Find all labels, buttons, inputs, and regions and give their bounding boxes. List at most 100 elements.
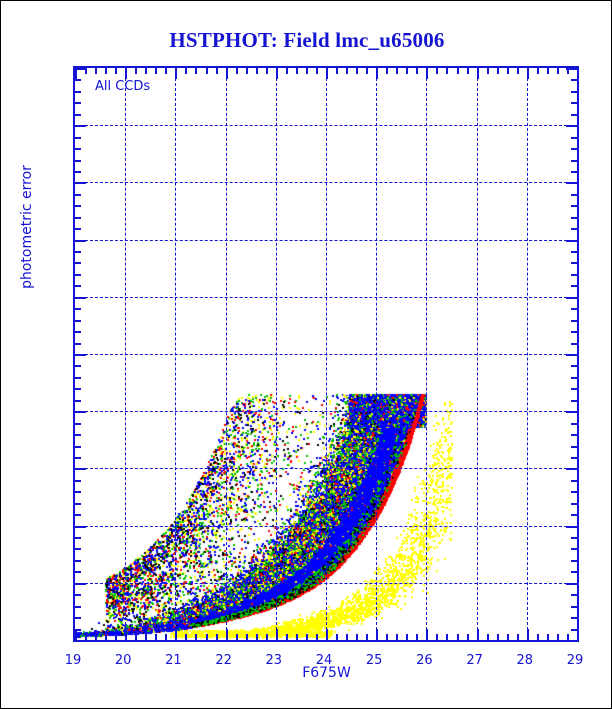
y-tick-minor [571,491,577,494]
y-tick-minor [571,514,577,517]
plot-area [75,68,579,642]
y-tick-major [566,411,577,414]
x-tick-minor [185,634,188,640]
y-tick-minor [75,342,81,345]
y-tick-minor [571,594,577,597]
y-tick-minor [571,193,577,196]
y-tick-minor [571,479,577,482]
x-tick-minor [346,634,349,640]
y-tick-minor [75,79,81,82]
x-tick-minor [506,68,509,74]
x-tick-minor [556,634,559,640]
x-tick-minor [245,634,248,640]
y-tick-major [75,525,86,528]
x-tick-minor [346,68,349,74]
x-tick-minor [366,634,369,640]
x-tick-minor [165,634,168,640]
x-tick-minor [185,68,188,74]
y-tick-minor [571,262,577,265]
y-tick-minor [571,445,577,448]
x-tick-minor [155,634,158,640]
y-tick-minor [571,308,577,311]
x-tick-minor [366,68,369,74]
y-tick-minor [571,342,577,345]
x-tick-minor [536,634,539,640]
y-tick-minor [75,113,81,116]
x-tick-minor [466,68,469,74]
x-tick-minor [386,634,389,640]
gridline-horizontal [75,411,577,413]
y-tick-minor [75,273,81,276]
x-tick-major [75,68,77,79]
x-tick-minor [205,68,208,74]
y-tick-minor [571,502,577,505]
y-tick-minor [75,331,81,334]
y-tick-minor [571,79,577,82]
x-tick-minor [546,68,549,74]
x-tick-minor [496,68,499,74]
y-tick-minor [571,216,577,219]
x-tick-minor [566,68,569,74]
x-tick-minor [536,68,539,74]
y-tick-minor [75,571,81,574]
y-tick-minor [75,365,81,368]
y-tick-minor [571,548,577,551]
x-tick-minor [95,68,98,74]
y-tick-minor [75,90,81,93]
x-tick-minor [315,634,318,640]
y-tick-minor [571,365,577,368]
x-tick-minor [115,634,118,640]
x-tick-major [376,68,379,79]
x-tick-label: 19 [64,653,82,668]
x-tick-label: 22 [215,653,232,668]
x-tick-minor [396,68,399,74]
y-tick-major [75,68,86,70]
x-tick-minor [396,634,399,640]
y-tick-minor [571,136,577,139]
x-tick-minor [356,68,359,74]
x-tick-minor [235,634,238,640]
y-tick-minor [571,102,577,105]
x-tick-major [125,629,128,640]
y-tick-minor [75,434,81,437]
x-tick-minor [265,634,268,640]
y-tick-minor [75,628,81,631]
y-tick-minor [571,90,577,93]
x-tick-label: 25 [365,653,383,668]
x-tick-major [577,68,579,79]
y-tick-major [566,68,577,70]
y-tick-minor [75,193,81,196]
y-tick-minor [571,251,577,254]
y-tick-minor [75,388,81,391]
x-tick-minor [356,634,359,640]
x-tick-minor [135,634,138,640]
y-tick-minor [75,376,81,379]
x-tick-minor [255,68,258,74]
x-tick-minor [85,634,88,640]
x-tick-minor [546,634,549,640]
x-tick-major [175,68,178,79]
x-tick-minor [285,634,288,640]
y-tick-minor [75,594,81,597]
x-tick-major [175,629,178,640]
x-tick-minor [556,68,559,74]
y-tick-minor [75,605,81,608]
y-tick-minor [571,228,577,231]
ccd-annotation: All CCDs [95,79,151,94]
y-tick-minor [75,422,81,425]
y-tick-minor [571,331,577,334]
x-tick-minor [436,68,439,74]
x-tick-major [577,629,579,640]
x-tick-minor [446,68,449,74]
x-tick-minor [155,68,158,74]
x-tick-minor [466,634,469,640]
y-tick-minor [75,205,81,208]
y-tick-major [75,640,86,642]
gridline-horizontal [75,525,577,527]
x-tick-minor [486,634,489,640]
y-tick-minor [571,628,577,631]
x-tick-major [476,629,479,640]
y-tick-minor [75,216,81,219]
x-tick-minor [336,634,339,640]
x-tick-minor [85,68,88,74]
